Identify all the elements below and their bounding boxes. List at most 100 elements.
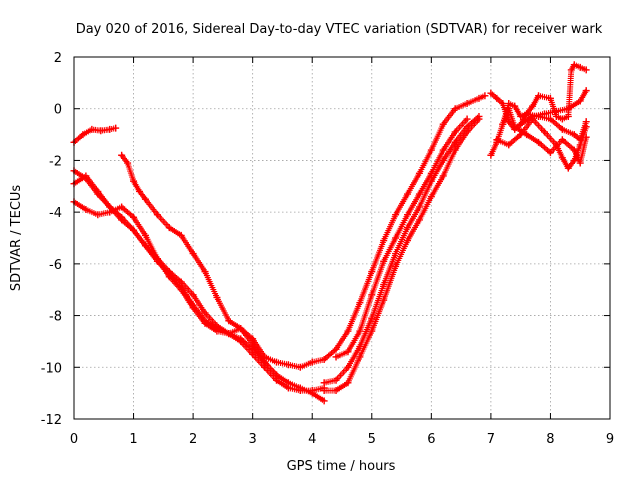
data-point	[177, 231, 185, 239]
data-point	[165, 268, 173, 276]
data-point	[141, 195, 149, 203]
data-point	[451, 128, 459, 136]
data-point	[189, 304, 197, 312]
data-point	[380, 281, 388, 289]
y-tick-label: -2	[49, 154, 62, 169]
satellite-track-6	[320, 115, 483, 395]
data-point	[213, 322, 221, 330]
data-point	[463, 100, 471, 108]
satellite-track-11	[499, 105, 590, 167]
data-point	[177, 278, 185, 286]
data-point	[415, 203, 423, 211]
data-point	[564, 112, 572, 120]
data-point	[368, 291, 376, 299]
data-point	[481, 92, 489, 100]
plus-marker-trail	[71, 125, 119, 146]
data-point	[284, 361, 292, 369]
data-point	[558, 136, 566, 144]
satellite-track-12	[493, 115, 590, 172]
data-point	[332, 345, 340, 353]
data-point	[79, 131, 87, 139]
data-point	[201, 309, 209, 317]
data-point	[487, 89, 495, 97]
data-point	[380, 237, 388, 245]
satellite-track-2	[70, 167, 328, 395]
data-point	[141, 231, 149, 239]
data-point	[487, 151, 495, 159]
y-tick-label: -12	[41, 413, 62, 428]
data-point	[344, 327, 352, 335]
data-point	[320, 397, 328, 405]
data-point	[475, 112, 483, 120]
data-point	[332, 353, 340, 361]
data-point	[130, 226, 138, 234]
data-point	[118, 216, 126, 224]
data-point	[576, 63, 584, 71]
data-point	[546, 149, 554, 157]
y-tick-label: -4	[49, 206, 62, 221]
data-point	[427, 146, 435, 154]
data-point	[296, 363, 304, 371]
data-point	[392, 262, 400, 270]
data-point	[415, 216, 423, 224]
data-point	[141, 242, 149, 250]
data-point	[558, 115, 566, 123]
data-point	[439, 146, 447, 154]
grid-lines	[74, 57, 610, 419]
data-point	[576, 97, 584, 105]
data-point	[540, 110, 548, 118]
data-point	[546, 115, 554, 123]
data-point	[237, 325, 245, 332]
data-point	[439, 120, 447, 128]
data-point	[439, 172, 447, 180]
chart-title: Day 020 of 2016, Sidereal Day-to-day VTE…	[76, 22, 603, 37]
data-point	[535, 92, 543, 100]
data-point	[356, 353, 364, 361]
plot-frame	[73, 56, 611, 420]
axis-ticks: 0 1 2 3 4 5 6 7 8 9 2 0 -2 -4 -6 -8 -10 -12	[41, 51, 614, 447]
data-point	[130, 213, 138, 221]
data-point	[576, 141, 584, 149]
data-point	[567, 66, 575, 74]
data-point	[237, 335, 245, 343]
x-axis-label: GPS time / hours	[287, 459, 396, 474]
data-point	[582, 87, 590, 95]
x-tick-label: 9	[606, 432, 614, 447]
plus-marker-trail	[71, 167, 328, 394]
data-point	[97, 127, 105, 135]
data-point	[493, 94, 501, 102]
y-tick-label: -10	[41, 361, 62, 376]
data-point	[368, 268, 376, 276]
data-point	[130, 177, 138, 185]
data-point	[439, 156, 447, 164]
data-point	[392, 234, 400, 242]
data-point	[88, 125, 96, 133]
satellite-track-7	[320, 112, 483, 387]
data-point	[582, 66, 590, 74]
data-point	[153, 255, 161, 263]
data-point	[320, 379, 328, 387]
satellite-track-8	[332, 115, 471, 361]
x-tick-label: 3	[249, 432, 257, 447]
data-point	[392, 211, 400, 219]
data-point	[463, 115, 471, 123]
data-point	[415, 190, 423, 198]
data-point	[552, 107, 560, 115]
data-point	[94, 211, 102, 219]
data-point	[570, 131, 578, 139]
data-point	[94, 187, 102, 195]
data-point	[517, 131, 525, 139]
data-point	[576, 159, 584, 167]
x-tick-label: 5	[368, 432, 376, 447]
data-point	[582, 123, 590, 131]
data-point	[404, 190, 412, 198]
data-point	[320, 387, 328, 395]
data-point	[546, 94, 554, 102]
data-point	[136, 187, 144, 195]
y-tick-label: 2	[54, 51, 62, 66]
data-point	[529, 102, 537, 110]
data-point	[380, 296, 388, 304]
data-point	[189, 291, 197, 299]
data-point	[427, 169, 435, 177]
data-point	[552, 141, 560, 149]
